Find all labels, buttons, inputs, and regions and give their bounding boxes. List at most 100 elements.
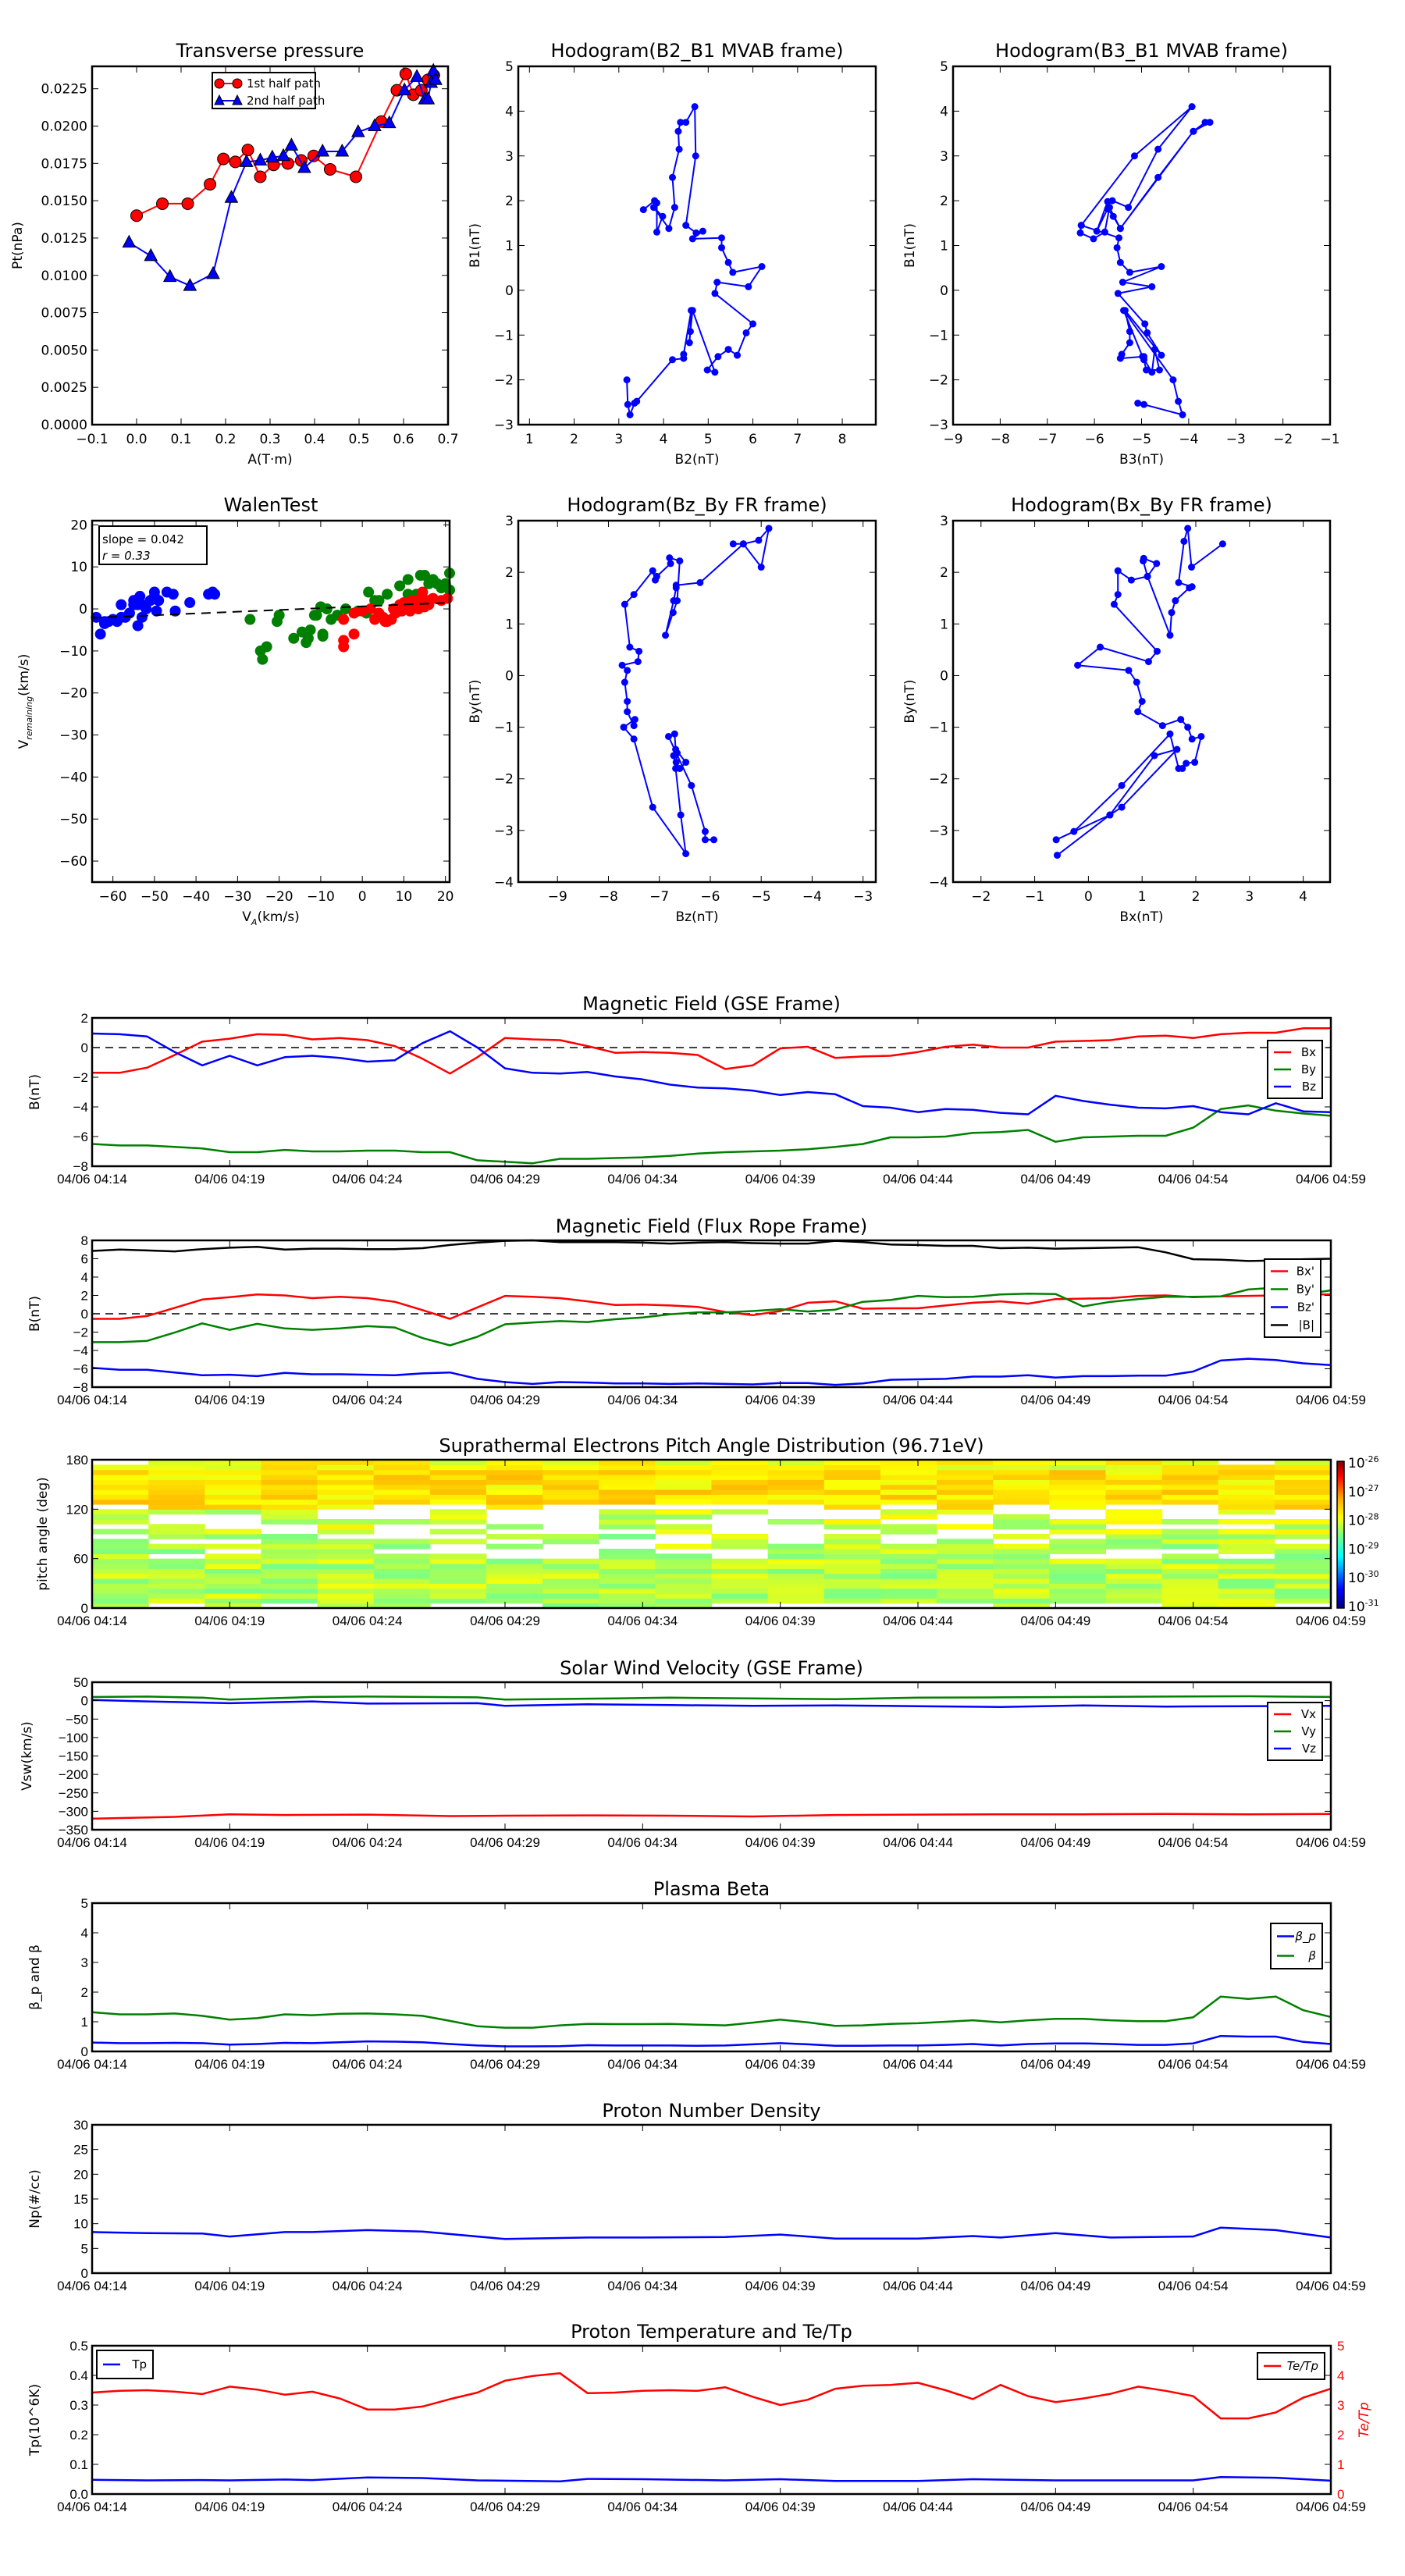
data-point: [745, 283, 752, 290]
data-point: [672, 759, 680, 767]
data-point: [620, 724, 628, 731]
heatmap-cell: [1218, 1598, 1275, 1604]
heatmap-cell: [880, 1509, 937, 1515]
heatmap-cell: [823, 1588, 881, 1594]
heatmap-cell: [1218, 1469, 1275, 1475]
heatmap-cell: [1218, 1568, 1275, 1574]
chart-solar-wind-velocity: Solar Wind Velocity (GSE Frame) −350 −300 −…: [20, 1657, 1366, 1850]
heatmap-cell: [711, 1484, 769, 1490]
heatmap-cell: [993, 1489, 1050, 1495]
y-tick-label: 0: [81, 2266, 88, 2281]
y-tick-label: 5: [940, 59, 948, 75]
data-point: [1154, 173, 1162, 181]
hodogram-line: [621, 527, 770, 855]
heatmap-cell: [711, 1534, 769, 1539]
heatmap-cell: [205, 1558, 262, 1564]
time-tick-label: 04/06 04:14: [57, 2279, 127, 2293]
time-tick-label: 04/06 04:19: [194, 1835, 265, 1850]
data-point: [724, 258, 732, 266]
heatmap-cell: [1105, 1564, 1163, 1569]
time-tick-label: 04/06 04:59: [1296, 1614, 1366, 1628]
heatmap-cell: [92, 1573, 149, 1579]
heatmap-cell: [1049, 1564, 1107, 1569]
y-tick-label: 5: [81, 2241, 88, 2256]
heatmap-cell: [1218, 1549, 1275, 1554]
data-point: [765, 525, 773, 532]
y-tick-label: 0: [81, 1694, 88, 1709]
scatter-point-blue: [151, 605, 162, 617]
data-point: [1110, 600, 1118, 608]
heatmap-cell: [1105, 1578, 1163, 1584]
heatmap-cell: [486, 1598, 543, 1604]
data-point: [144, 247, 158, 262]
data-point: [1074, 661, 1082, 669]
x-tick-label: −9: [943, 432, 962, 447]
heatmap-cell: [993, 1593, 1050, 1599]
data-point: [1158, 351, 1165, 359]
time-tick-label: 04/06 04:49: [1020, 1835, 1090, 1850]
x-tick-label: 4: [1299, 889, 1307, 905]
heatmap-cell: [205, 1479, 262, 1485]
heatmap-cell: [373, 1583, 431, 1589]
heatmap-cell: [373, 1475, 431, 1480]
heatmap-cell: [1218, 1588, 1275, 1594]
heatmap-cell: [1105, 1479, 1163, 1485]
x-tick-label: −4: [802, 889, 822, 905]
data-point: [1114, 567, 1122, 575]
heatmap-cell: [823, 1504, 881, 1510]
heatmap-cell: [993, 1499, 1050, 1505]
time-tick-label: 04/06 04:29: [470, 1614, 540, 1628]
heatmap-cell: [261, 1593, 318, 1599]
heatmap-cell: [486, 1499, 543, 1505]
x-tick-label: −2: [971, 889, 991, 905]
heatmap-cell: [1274, 1499, 1332, 1505]
heatmap-cell: [1049, 1469, 1107, 1475]
heatmap-cell: [599, 1519, 656, 1525]
heatmap-cell: [486, 1489, 543, 1495]
heatmap-cell: [711, 1479, 769, 1485]
data-point: [397, 82, 411, 96]
heatmap-cell: [542, 1479, 599, 1485]
x-tick-label: −10: [307, 889, 335, 905]
data-point: [670, 204, 678, 212]
x-tick-label: 7: [793, 432, 802, 447]
heatmap-cell: [937, 1524, 994, 1530]
heatmap-cell: [993, 1568, 1050, 1574]
plot-frame: [91, 2123, 1332, 2275]
time-tick-label: 04/06 04:29: [470, 2500, 540, 2514]
heatmap-cell: [1049, 1598, 1107, 1604]
heatmap-cell: [317, 1558, 375, 1564]
heatmap-cell: [542, 1534, 599, 1539]
data-point: [1184, 525, 1192, 532]
data-point: [1218, 540, 1226, 548]
data-point: [676, 764, 684, 772]
heatmap-cell: [205, 1504, 262, 1510]
heatmap-cell: [1161, 1469, 1219, 1475]
y-axis-label: pitch angle (deg): [35, 1477, 51, 1591]
chart-title: Hodogram(B2_B1 MVAB frame): [551, 40, 844, 62]
data-point: [649, 803, 656, 811]
heatmap-cell: [261, 1504, 318, 1510]
heatmap-cell: [486, 1475, 543, 1480]
data-point: [130, 209, 143, 222]
colorbar-bar: [1336, 1461, 1345, 1609]
y-tick-label: −2: [494, 373, 514, 389]
heatmap-cell: [937, 1499, 994, 1505]
data-point: [749, 320, 757, 328]
heatmap-cell: [880, 1543, 937, 1550]
y-tick-label: −4: [494, 875, 514, 891]
heatmap-cell: [317, 1568, 375, 1574]
x-tick-label: 10: [396, 889, 413, 905]
data-point: [1175, 578, 1183, 586]
data-point: [631, 399, 638, 407]
x-tick-label: 0.6: [393, 432, 414, 447]
heatmap-cell: [655, 1564, 713, 1569]
heatmap-cell: [148, 1558, 205, 1564]
heatmap-cell: [1274, 1598, 1332, 1604]
heatmap-cell: [373, 1588, 431, 1594]
time-tick-label: 04/06 04:39: [745, 1172, 816, 1187]
heatmap-cell: [1105, 1588, 1163, 1594]
y-tick-label: 0.1: [69, 2457, 88, 2472]
time-tick-label: 04/06 04:24: [333, 1835, 403, 1850]
